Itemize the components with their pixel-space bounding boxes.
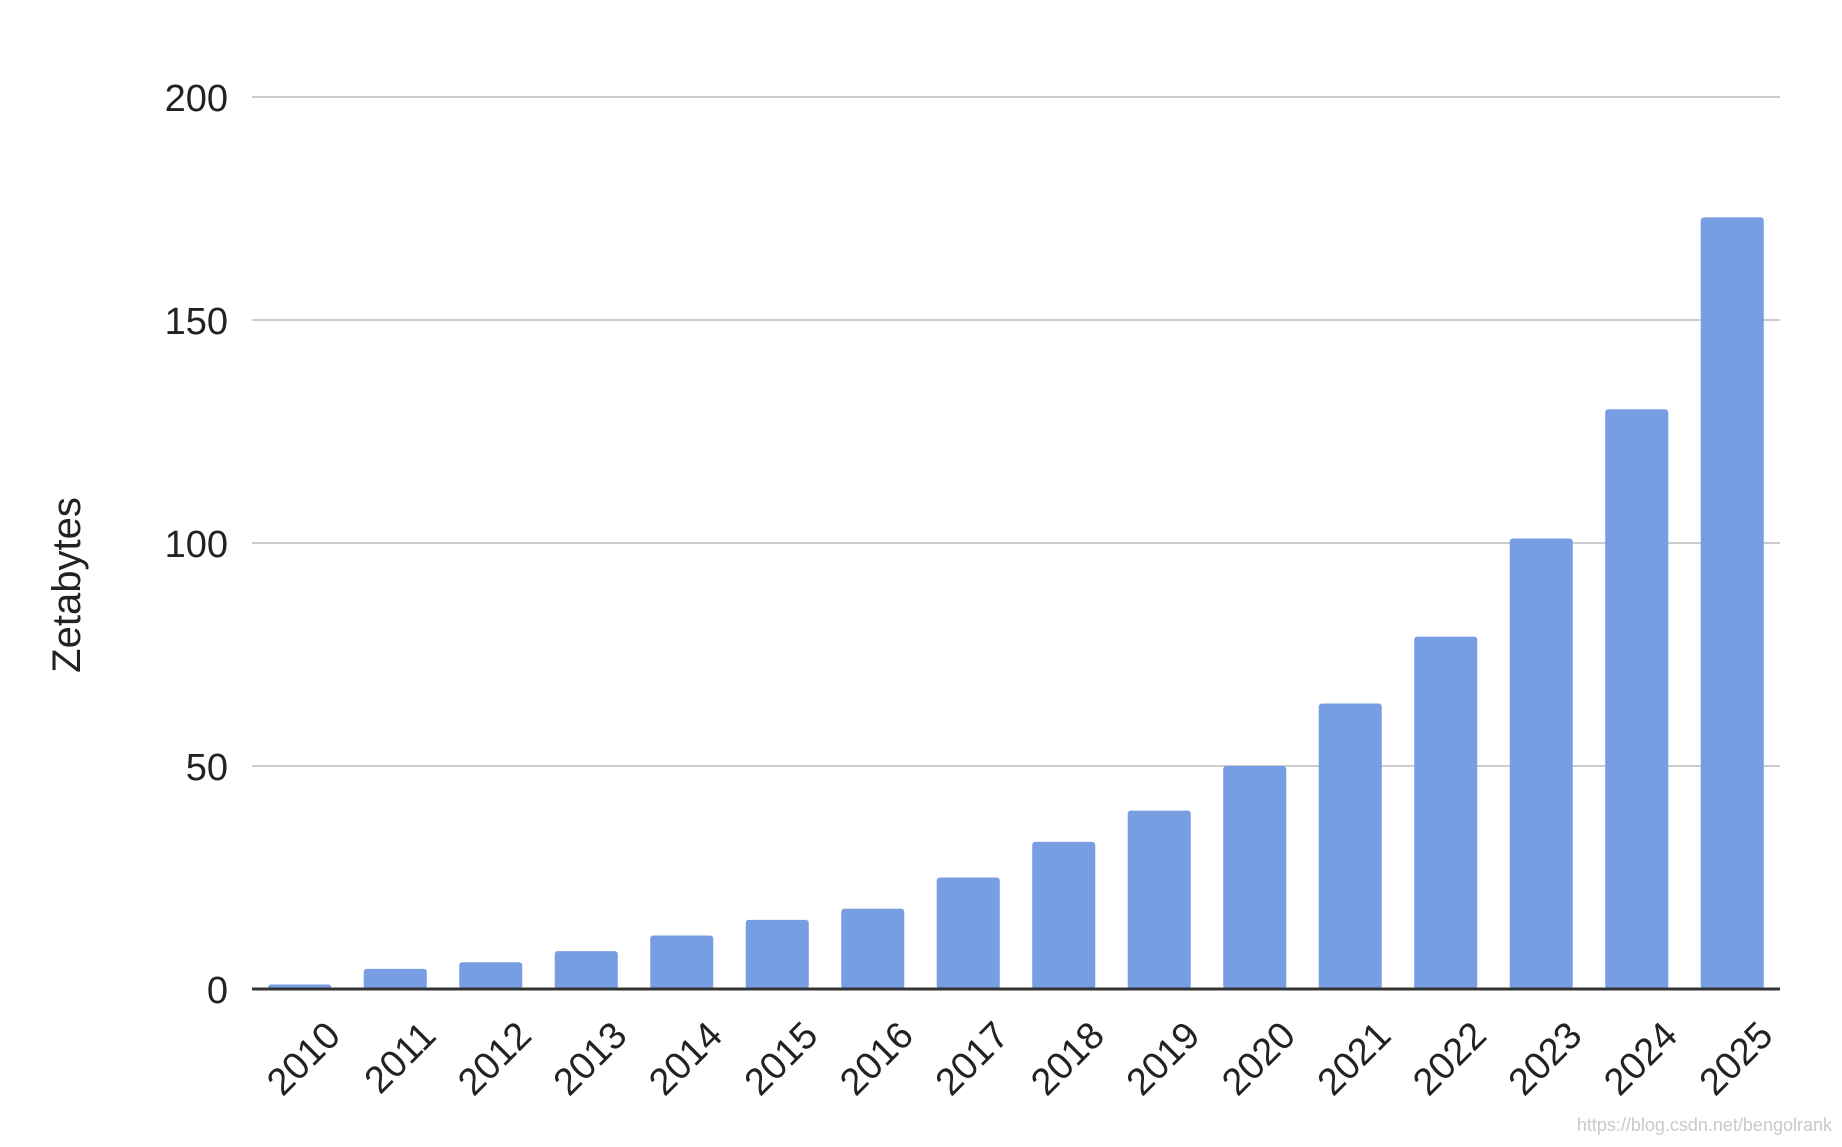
bar-2011: [363, 968, 427, 989]
x-tick-label: 2024: [1596, 1014, 1685, 1103]
bar-2025: [1700, 217, 1764, 990]
x-tick-label: 2018: [1023, 1014, 1112, 1103]
x-tick-label: 2012: [450, 1014, 539, 1103]
y-tick-label: 0: [207, 970, 228, 1012]
x-tick-label: 2011: [357, 1014, 444, 1101]
bar-2015: [745, 919, 809, 989]
x-tick-label: 2013: [546, 1014, 635, 1103]
x-tick-label: 2023: [1501, 1014, 1590, 1103]
y-axis-label: Zetabytes: [45, 497, 89, 673]
x-tick-label: 2014: [641, 1014, 730, 1103]
x-tick-label: 2017: [928, 1014, 1017, 1103]
x-tick-label: 2016: [832, 1014, 921, 1103]
bar-2023: [1509, 538, 1573, 989]
x-tick-label: 2021: [1310, 1014, 1399, 1103]
x-tick-label: 2020: [1214, 1014, 1303, 1103]
watermark-text: https://blog.csdn.net/bengolrank: [1576, 1115, 1832, 1135]
y-tick-label: 150: [165, 301, 228, 343]
bar-2022: [1414, 636, 1478, 989]
x-tick-label: 2010: [259, 1014, 348, 1103]
x-tick-label: 2022: [1405, 1014, 1494, 1103]
bar-2017: [936, 877, 1000, 989]
bar-2019: [1127, 810, 1191, 989]
y-tick-labels: 0 50 100 150 200: [165, 78, 228, 1012]
bar-2024: [1605, 409, 1669, 989]
bar-2020: [1223, 766, 1287, 989]
bar-2021: [1318, 703, 1382, 989]
y-tick-label: 100: [165, 524, 228, 566]
y-tick-label: 200: [165, 78, 228, 120]
bar-2016: [841, 908, 905, 989]
bars: [268, 217, 1764, 990]
bar-2012: [459, 962, 523, 989]
bar-2013: [554, 951, 618, 989]
y-tick-label: 50: [186, 747, 228, 789]
bar-2014: [650, 935, 714, 989]
x-tick-labels: 2010 2011 2012 2013 2014 2015 2016 2017 2018 2019…: [259, 1014, 1781, 1103]
x-tick-label: 2019: [1119, 1014, 1208, 1103]
x-tick-label: 2015: [737, 1014, 826, 1103]
x-tick-label: 2025: [1692, 1014, 1781, 1103]
bar-2018: [1032, 841, 1096, 989]
